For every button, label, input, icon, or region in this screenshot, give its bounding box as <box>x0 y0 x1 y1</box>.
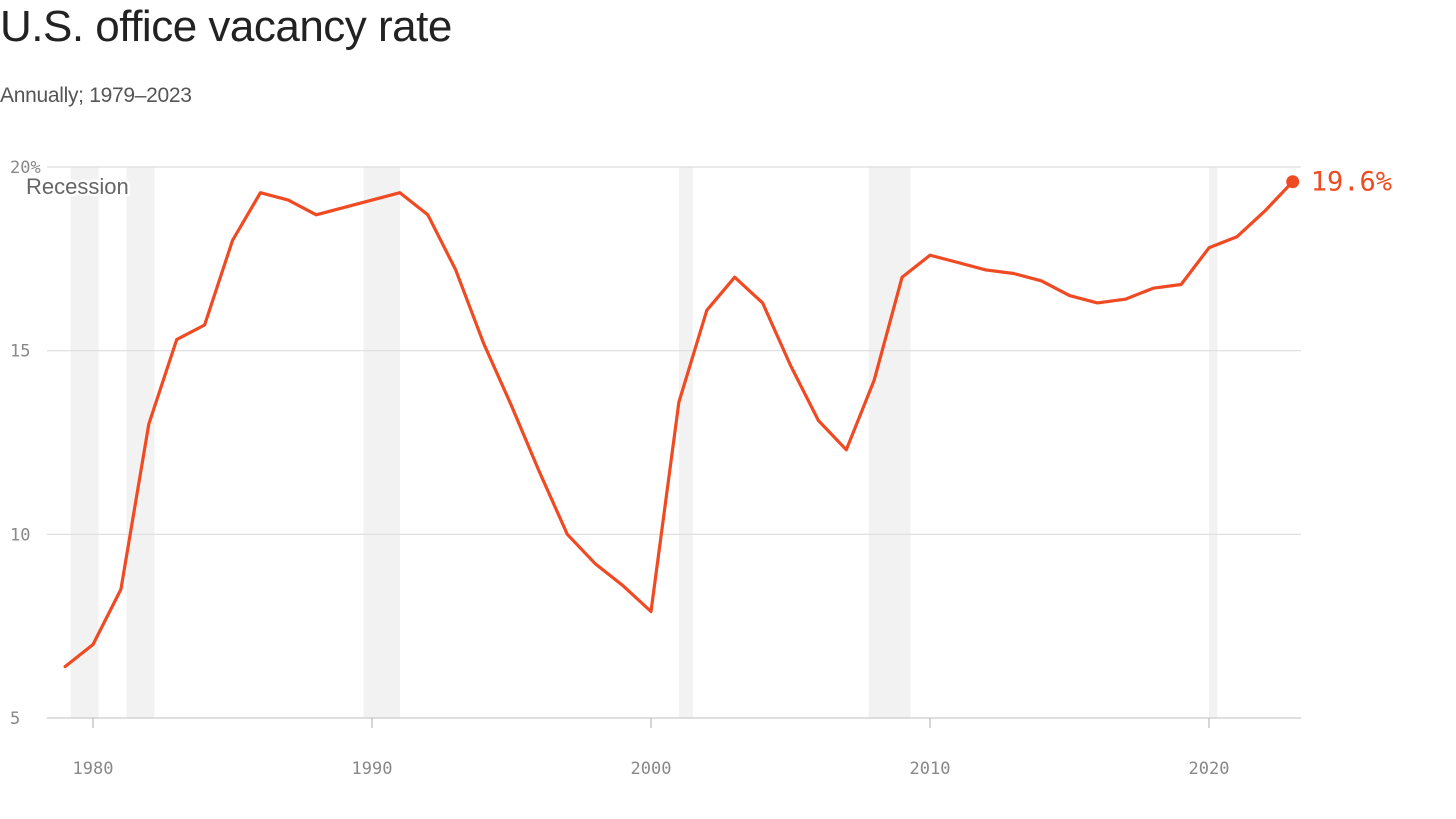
recession-band <box>70 167 99 718</box>
x-tick-label: 2000 <box>631 759 672 779</box>
annotations: 19.6% Recession <box>24 167 1392 202</box>
y-tick-label: 5 <box>10 709 20 729</box>
recession-band <box>678 167 693 718</box>
x-tick-label: 2020 <box>1189 759 1230 779</box>
recession-label: Recession <box>26 174 129 199</box>
vacancy-rate-line <box>63 180 1295 669</box>
recession-band <box>363 167 400 718</box>
recession-band <box>1209 167 1218 718</box>
end-value-label: 19.6% <box>1311 167 1392 198</box>
x-tick-label: 1980 <box>73 759 114 779</box>
y-tick-label: 20% <box>10 158 41 178</box>
x-tick-label: 2010 <box>910 759 951 779</box>
x-tick-label: 1990 <box>352 759 393 779</box>
gridlines <box>47 166 1301 719</box>
chart-subtitle: Annually; 1979–2023 <box>0 84 192 107</box>
chart-title: U.S. office vacancy rate <box>0 2 452 51</box>
recession-band <box>868 167 911 718</box>
series-layer <box>63 175 1300 669</box>
recession-band <box>126 167 155 718</box>
x-axis-ticks: 1980 1990 2000 2010 2020 <box>73 718 1230 779</box>
recession-bands <box>70 167 1218 718</box>
y-axis-ticks: 5 10 15 20% <box>10 158 41 729</box>
end-point-marker <box>1286 175 1300 189</box>
y-tick-label: 10 <box>10 525 30 545</box>
y-tick-label: 15 <box>10 342 30 362</box>
